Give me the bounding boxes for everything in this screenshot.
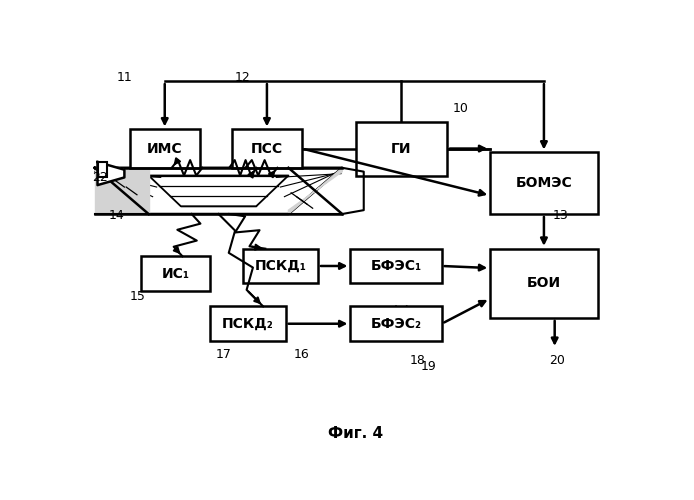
Text: БФЭС₁: БФЭС₁ xyxy=(371,259,421,273)
Text: 15: 15 xyxy=(130,290,146,304)
Text: БОИ: БОИ xyxy=(527,276,561,290)
Text: ГИ: ГИ xyxy=(391,142,412,156)
Text: 18: 18 xyxy=(409,354,425,367)
Text: ИС₁: ИС₁ xyxy=(162,266,189,280)
Polygon shape xyxy=(97,162,124,185)
Text: 22: 22 xyxy=(92,171,108,184)
Polygon shape xyxy=(95,168,149,214)
Text: БОМЭС: БОМЭС xyxy=(516,176,573,190)
Bar xyxy=(232,130,302,168)
Text: 11: 11 xyxy=(117,71,133,84)
Text: 10: 10 xyxy=(452,102,468,114)
Polygon shape xyxy=(342,168,364,214)
Text: 12: 12 xyxy=(235,71,251,84)
Bar xyxy=(490,152,598,214)
Bar xyxy=(130,130,200,168)
Bar xyxy=(350,248,441,284)
Text: 20: 20 xyxy=(550,354,566,367)
Text: 19: 19 xyxy=(421,360,436,372)
Bar xyxy=(350,306,441,341)
Text: 13: 13 xyxy=(552,210,568,222)
Text: Фиг. 4: Фиг. 4 xyxy=(328,426,383,441)
Bar xyxy=(210,306,286,341)
Text: 14: 14 xyxy=(108,210,124,222)
Text: 16: 16 xyxy=(294,348,310,361)
Text: ИМС: ИМС xyxy=(147,142,183,156)
Text: 17: 17 xyxy=(216,348,232,361)
Bar xyxy=(97,162,107,178)
Bar xyxy=(355,122,447,176)
Text: ПСКД₂: ПСКД₂ xyxy=(222,316,274,330)
Text: ПСС: ПСС xyxy=(251,142,283,156)
Bar xyxy=(140,256,210,291)
Bar xyxy=(243,248,318,284)
Text: ПСКД₁: ПСКД₁ xyxy=(255,259,306,273)
Text: БФЭС₂: БФЭС₂ xyxy=(371,316,421,330)
Bar xyxy=(490,248,598,318)
Polygon shape xyxy=(289,168,342,214)
